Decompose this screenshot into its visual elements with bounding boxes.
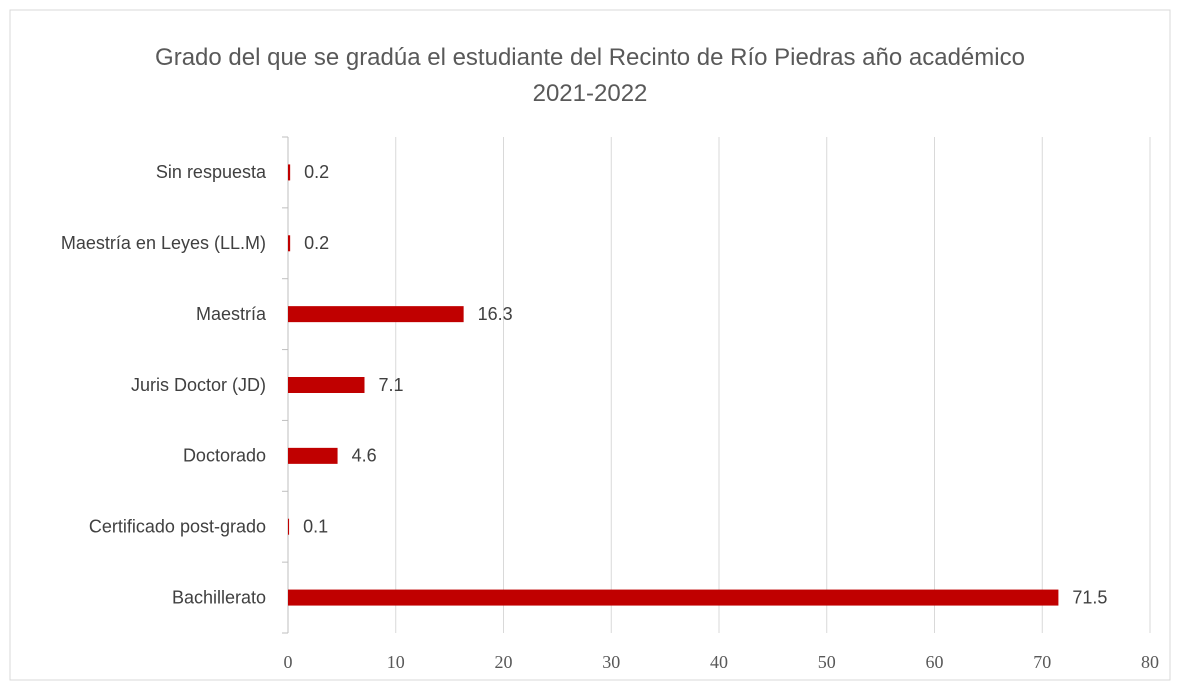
x-tick-label: 20: [495, 652, 513, 672]
y-tick-label: Maestría en Leyes (LL.M): [61, 233, 266, 253]
chart-title: Grado del que se gradúa el estudiante de…: [155, 44, 1025, 107]
y-tick-label: Certificado post-grado: [89, 516, 266, 536]
x-tick-label: 40: [710, 652, 728, 672]
data-label: 0.1: [303, 516, 328, 536]
bar: [288, 306, 464, 323]
bar: [288, 235, 291, 252]
x-tick-label: 70: [1033, 652, 1051, 672]
x-tick-label: 30: [602, 652, 620, 672]
bar: [288, 377, 365, 393]
data-label: 71.5: [1072, 587, 1107, 607]
x-tick-label: 0: [284, 652, 293, 672]
x-tick-label: 60: [926, 652, 944, 672]
data-label: 0.2: [304, 162, 329, 182]
bar: [288, 164, 291, 181]
y-tick-label: Juris Doctor (JD): [131, 375, 266, 395]
y-tick-label: Bachillerato: [172, 587, 266, 607]
bar: [288, 589, 1059, 606]
x-tick-label: 10: [387, 652, 405, 672]
data-label: 7.1: [379, 375, 404, 395]
data-label: 0.2: [304, 233, 329, 253]
bar: [288, 447, 338, 464]
y-tick-label: Maestría: [196, 304, 267, 324]
data-label: 4.6: [352, 446, 377, 466]
data-label: 16.3: [478, 304, 513, 324]
y-tick-label: Sin respuesta: [156, 162, 267, 182]
y-tick-label: Doctorado: [183, 446, 266, 466]
bar: [288, 518, 290, 535]
x-tick-label: 80: [1141, 652, 1159, 672]
x-tick-label: 50: [818, 652, 836, 672]
chart-border: [9, 9, 1171, 681]
